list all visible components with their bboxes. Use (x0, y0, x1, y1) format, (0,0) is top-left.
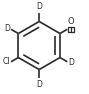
Text: D: D (4, 24, 10, 33)
Text: D: D (69, 58, 74, 67)
Text: O: O (68, 17, 74, 26)
Text: Cl: Cl (3, 57, 10, 66)
Text: D: D (36, 80, 42, 89)
Text: D: D (36, 2, 42, 11)
Bar (68, 27, 74, 32)
